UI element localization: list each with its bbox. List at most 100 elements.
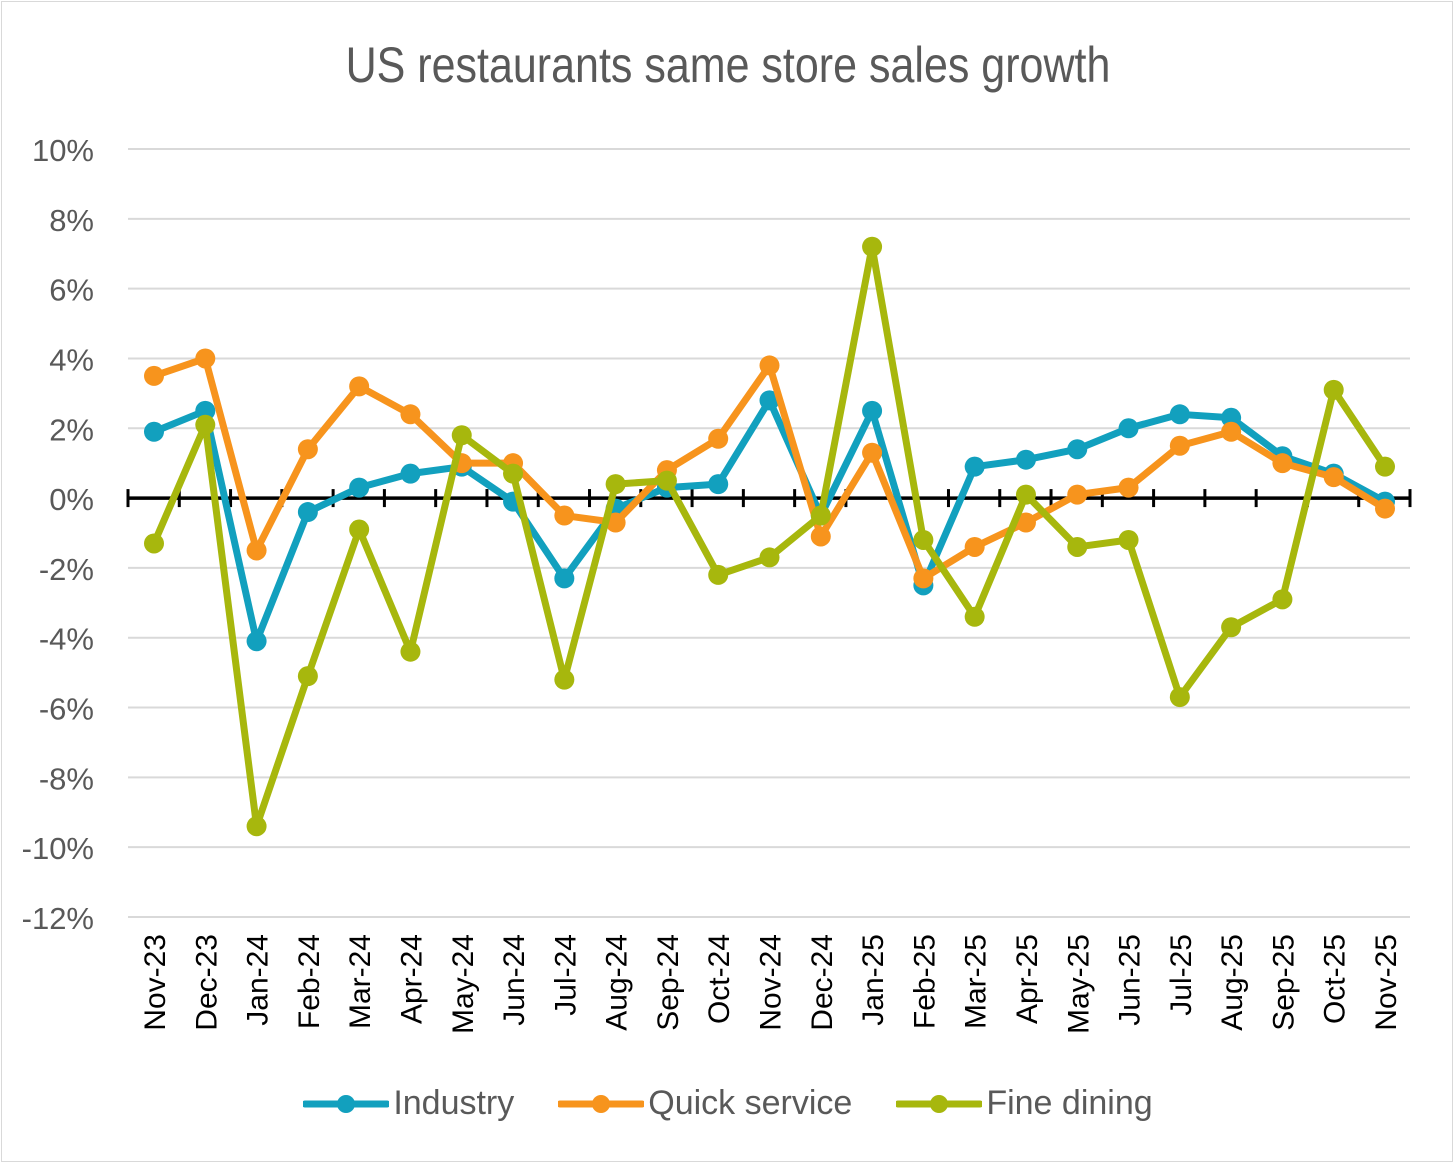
data-point <box>349 376 370 397</box>
data-point <box>1015 449 1036 470</box>
data-point <box>759 355 780 376</box>
data-point <box>810 505 831 526</box>
x-tick-label: Jul-24 <box>549 934 582 1016</box>
data-point <box>708 564 729 585</box>
data-point <box>862 400 883 421</box>
data-point <box>1272 453 1293 474</box>
data-point <box>349 519 370 540</box>
data-point <box>708 474 729 495</box>
x-tick-label: Mar-25 <box>960 934 993 1029</box>
x-tick-label: Jun-24 <box>498 934 531 1026</box>
data-point <box>1375 498 1395 519</box>
data-point <box>246 540 267 561</box>
data-point <box>964 536 985 557</box>
x-tick-label: Feb-24 <box>293 934 326 1029</box>
legend-label: Fine dining <box>986 1084 1153 1122</box>
data-point <box>297 666 318 687</box>
y-tick-label: 10% <box>32 133 94 168</box>
y-tick-label: 2% <box>49 412 94 447</box>
data-point <box>656 470 677 491</box>
data-point <box>862 236 883 257</box>
data-point <box>246 631 267 652</box>
data-point <box>400 641 421 662</box>
data-point <box>400 404 421 425</box>
legend: Industry Quick service Fine dining <box>0 1084 1456 1123</box>
series-line-industry <box>150 396 1389 645</box>
data-point <box>1067 439 1088 460</box>
data-point <box>554 669 575 690</box>
legend-item-quick-service: Quick service <box>558 1084 852 1123</box>
data-point <box>144 421 164 442</box>
x-tick-label: Oct-25 <box>1319 934 1352 1024</box>
data-point <box>605 474 626 495</box>
x-tick-label: Nov-23 <box>139 934 172 1031</box>
legend-marker-icon <box>558 1094 645 1113</box>
data-point <box>554 568 575 589</box>
data-point <box>297 439 318 460</box>
x-tick-label: May-24 <box>447 934 480 1034</box>
x-tick-label: Oct-24 <box>703 934 736 1024</box>
data-point <box>554 505 575 526</box>
data-point <box>400 463 421 484</box>
x-tick-label: Apr-25 <box>1011 934 1044 1024</box>
data-point <box>1169 687 1190 708</box>
x-tick-label: Feb-25 <box>908 934 941 1029</box>
x-tick-label: Sep-24 <box>652 934 685 1031</box>
data-point <box>708 428 729 449</box>
x-tick-label: Dec-24 <box>806 934 839 1031</box>
data-point <box>195 400 216 421</box>
data-point <box>1169 404 1190 425</box>
data-point <box>1272 589 1293 610</box>
data-point <box>1015 484 1036 505</box>
legend-marker-icon <box>303 1094 390 1113</box>
x-tick-label: May-25 <box>1062 934 1095 1034</box>
y-tick-label: 4% <box>49 342 94 377</box>
data-point <box>246 816 267 837</box>
data-point <box>503 463 524 484</box>
y-tick-label: 0% <box>49 482 94 517</box>
legend-marker-icon <box>896 1094 983 1113</box>
data-point <box>759 390 780 411</box>
data-point <box>195 414 216 435</box>
data-point <box>1118 418 1139 439</box>
x-tick-label: Aug-25 <box>1216 934 1249 1031</box>
data-point <box>964 456 985 477</box>
x-tick-label: Aug-24 <box>601 934 634 1031</box>
x-tick-label: Apr-24 <box>395 934 428 1024</box>
data-point <box>1221 407 1242 428</box>
data-point <box>605 512 626 533</box>
y-tick-label: -2% <box>39 552 94 587</box>
data-point <box>1323 379 1344 400</box>
legend-label: Quick service <box>648 1084 853 1122</box>
x-tick-label: Jan-24 <box>242 934 275 1026</box>
data-point <box>913 529 934 550</box>
legend-label: Industry <box>393 1084 515 1122</box>
x-tick-label: Nov-25 <box>1370 934 1403 1031</box>
data-point <box>1118 477 1139 498</box>
data-point <box>1015 512 1036 533</box>
x-tick-label: Jan-25 <box>857 934 890 1026</box>
y-tick-label: -10% <box>22 831 94 866</box>
data-point <box>810 526 831 547</box>
x-tick-label: Jun-25 <box>1114 934 1147 1026</box>
data-point <box>144 365 164 386</box>
data-point <box>1118 529 1139 550</box>
data-point <box>913 568 934 589</box>
data-point <box>1323 467 1344 488</box>
data-point <box>144 533 164 554</box>
legend-item-fine-dining: Fine dining <box>896 1084 1153 1123</box>
data-point <box>451 425 472 446</box>
data-point <box>1221 617 1242 638</box>
data-point <box>1067 484 1088 505</box>
data-point <box>1169 435 1190 456</box>
x-tick-label: Nov-24 <box>755 934 788 1031</box>
x-tick-label: Sep-25 <box>1267 934 1300 1031</box>
data-point <box>759 547 780 568</box>
data-point <box>1375 456 1395 477</box>
legend-item-industry: Industry <box>303 1084 514 1123</box>
y-tick-label: -8% <box>39 761 94 796</box>
y-tick-label: -6% <box>39 692 94 727</box>
series-line-fine-dining <box>150 243 1389 830</box>
data-point <box>195 348 216 369</box>
